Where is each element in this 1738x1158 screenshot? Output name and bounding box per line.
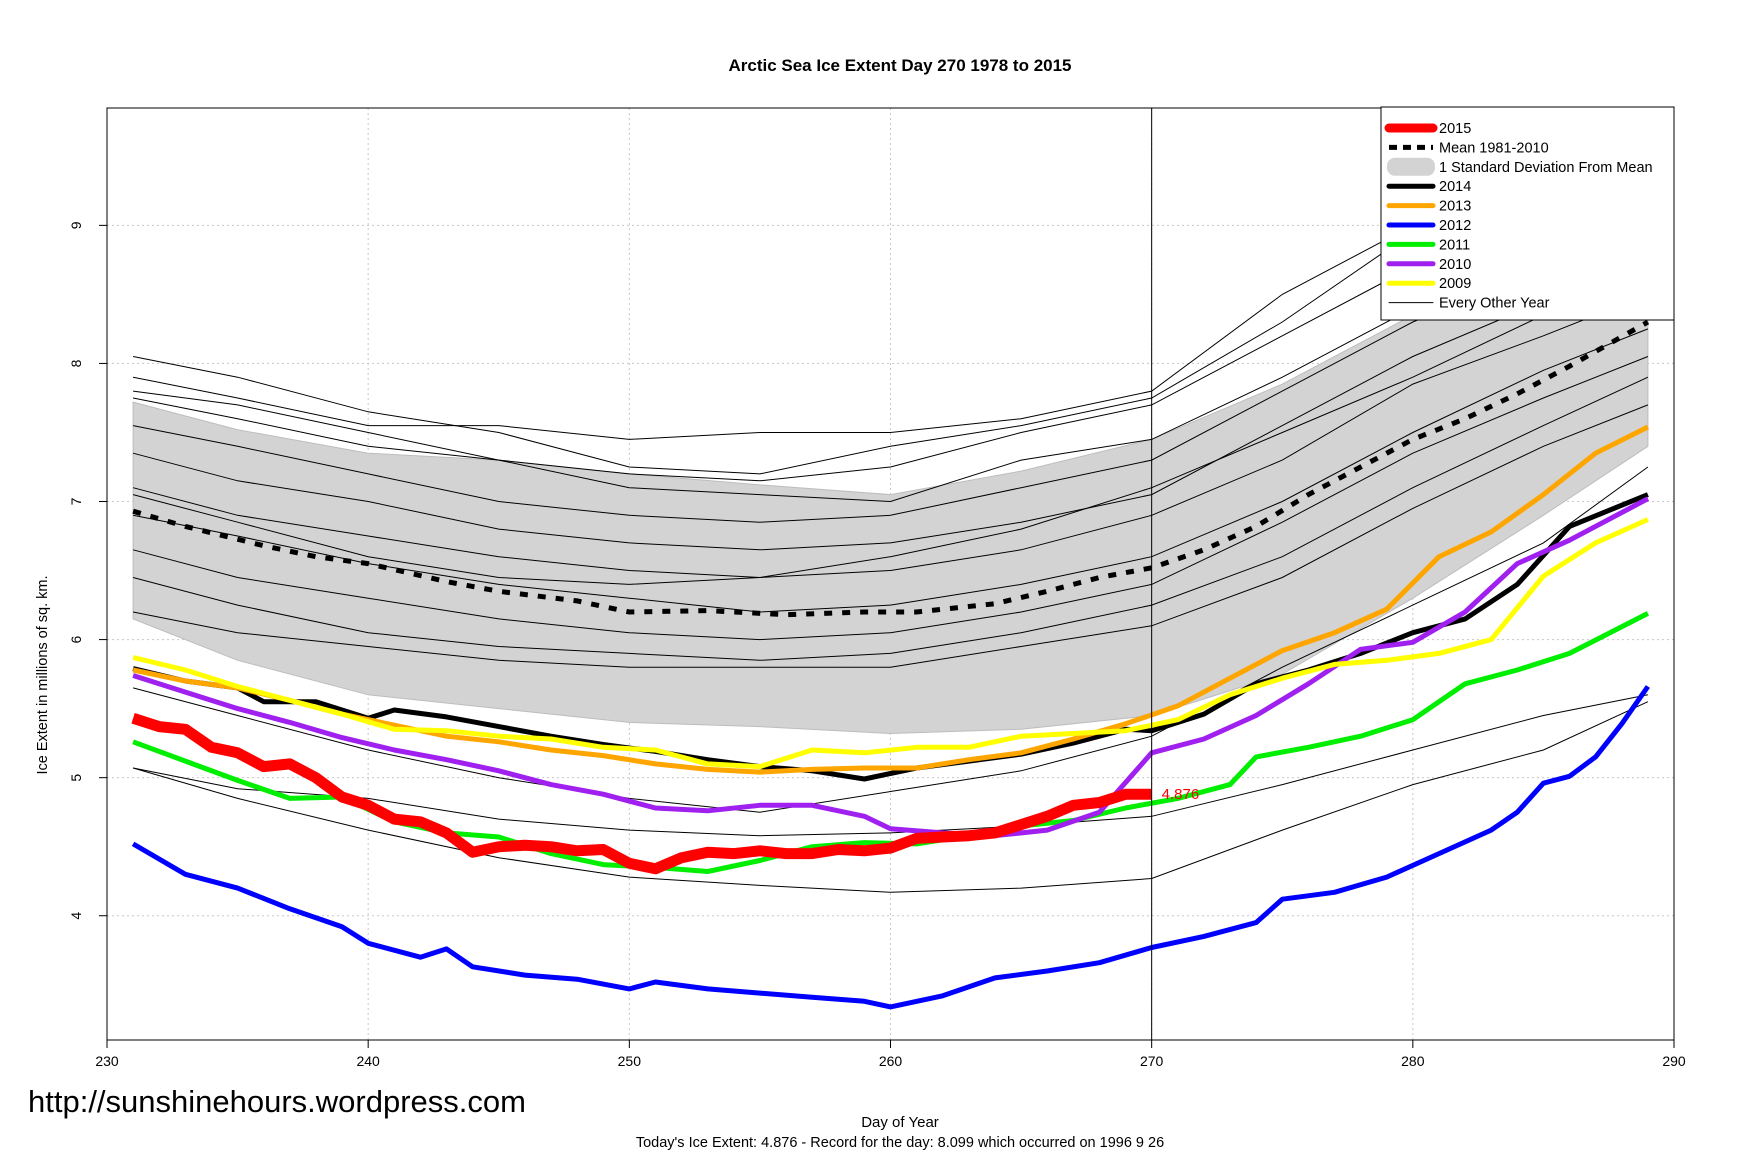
x-axis-label: Day of Year (861, 1114, 939, 1131)
mean-1981-2010-line (132, 319, 1650, 618)
other-year-line (132, 466, 1649, 813)
other-year-line (133, 404, 1649, 668)
x-tick-label: 230 (95, 1053, 119, 1069)
series-line-2013 (132, 424, 1650, 775)
other-year-line (133, 218, 1649, 523)
y-tick-label: 8 (68, 359, 84, 367)
x-tick-label: 270 (1140, 1053, 1164, 1069)
legend-label: 2014 (1439, 179, 1471, 195)
legend: 2015 Mean 1981-2010 1 Standard Deviation F… (1380, 106, 1675, 321)
std-dev-band (132, 196, 1649, 735)
legend-label: 2013 (1439, 199, 1471, 215)
series-line-2012 (131, 685, 1650, 1010)
watermark-url: http://sunshinehours.wordpress.com (28, 1084, 526, 1119)
other-year-line (132, 293, 1649, 579)
legend-label: 2012 (1439, 218, 1471, 234)
chart-title: Arctic Sea Ice Extent Day 270 1978 to 20… (728, 56, 1072, 75)
x-tick-label: 240 (356, 1053, 380, 1069)
other-year-line (132, 252, 1649, 551)
legend-label: 1 Standard Deviation From Mean (1439, 160, 1653, 176)
y-tick-label: 6 (68, 635, 84, 643)
y-tick-label: 9 (68, 221, 84, 229)
x-tick-label: 290 (1662, 1053, 1686, 1069)
y-tick-label: 5 (68, 774, 84, 782)
legend-box (1380, 106, 1675, 321)
footnote: Today's Ice Extent: 4.876 - Record for t… (635, 1135, 1165, 1151)
legend-label: 2015 (1439, 121, 1471, 137)
legend-label: Mean 1981-2010 (1439, 140, 1549, 156)
legend-label: 2011 (1439, 237, 1470, 253)
legend-label: 2009 (1439, 276, 1471, 292)
legend-label: Every Other Year (1439, 296, 1550, 312)
y-tick-label: 7 (68, 497, 84, 505)
other-year-line (132, 356, 1649, 641)
y-tick-label: 4 (68, 912, 84, 920)
other-year-line (132, 252, 1649, 585)
legend-label: 2010 (1439, 257, 1471, 273)
other-year-line (132, 701, 1649, 893)
series-line-2015 (131, 713, 1152, 875)
current-value-label: 4.876 (1162, 786, 1200, 803)
x-tick-label: 250 (618, 1053, 642, 1069)
other-year-line (132, 376, 1649, 661)
x-tick-label: 260 (879, 1053, 903, 1069)
series-line-2009 (132, 517, 1649, 770)
series-line-2010 (132, 496, 1650, 839)
x-tick-label: 280 (1401, 1053, 1425, 1069)
legend-swatch-band (1387, 157, 1435, 176)
other-year-line (133, 694, 1648, 837)
